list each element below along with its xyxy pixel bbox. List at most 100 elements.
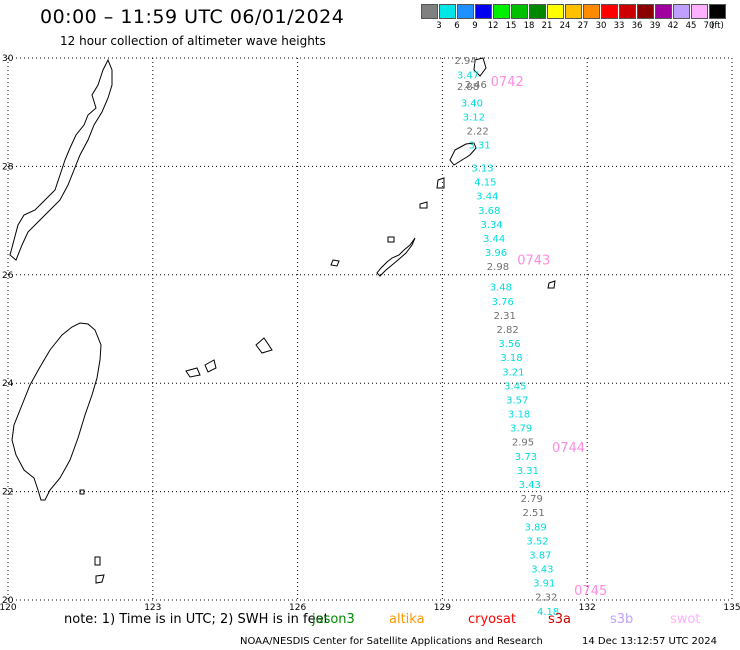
track-time-label: 0743 <box>517 254 550 269</box>
color-swatch-5 <box>511 4 528 19</box>
amami-island <box>449 142 477 166</box>
color-scale-tick-3: 12 <box>487 21 499 31</box>
satellite-altika: altika <box>389 612 425 627</box>
wave-height-value: 2.31 <box>494 311 516 322</box>
ryukyu-islet-5 <box>95 574 105 584</box>
page-title: 00:00 – 11:59 UTC 06/01/2024 <box>40 6 345 28</box>
satellite-cryosat: cryosat <box>468 612 516 627</box>
lon-tick-135: 135 <box>723 603 740 613</box>
color-scale-labels: 3 6 9 12 15 18 21 24 27 30 33 36 39 42 45 70 <box>421 21 718 31</box>
lat-lon-grid <box>7 57 733 601</box>
lon-tick-120: 120 <box>0 603 17 613</box>
wave-height-value: 2.94 <box>454 56 476 67</box>
wave-height-value: 3.48 <box>490 283 512 294</box>
color-scale-tick-15: 70 <box>703 21 715 31</box>
wave-height-value: 3.79 <box>510 424 532 435</box>
lon-tick-132: 132 <box>579 603 596 613</box>
generation-timestamp: 14 Dec 13:12:57 UTC 2024 <box>582 636 717 647</box>
wave-height-value: 3.96 <box>485 248 507 259</box>
color-swatch-9 <box>583 4 600 19</box>
wave-height-value: 2.46 <box>465 80 487 91</box>
ryukyu-islet-4 <box>94 556 101 566</box>
color-scale-tick-8: 27 <box>577 21 589 31</box>
lat-tick-22: 22 <box>2 488 13 498</box>
color-scale-bar <box>421 4 727 19</box>
page-subtitle: 12 hour collection of altimeter wave hei… <box>60 34 326 48</box>
wave-height-value: 3.52 <box>526 536 548 547</box>
track-time-label: 0744 <box>552 441 585 456</box>
color-scale-tick-7: 24 <box>559 21 571 31</box>
lat-tick-28: 28 <box>2 162 14 172</box>
wave-height-value: 3.47 <box>457 70 479 81</box>
wave-height-value: 2.79 <box>521 494 543 505</box>
wave-height-value: 3.43 <box>531 565 553 576</box>
satellite-s3b: s3b <box>610 612 634 627</box>
color-scale-tick-5: 18 <box>523 21 535 31</box>
color-scale-tick-9: 30 <box>595 21 607 31</box>
color-scale-tick-1: 6 <box>454 21 460 31</box>
track-time-labels: 0742 0743 0744 0745 <box>491 75 608 599</box>
lat-tick-26: 26 <box>2 271 14 281</box>
kyushu-coast <box>9 58 113 261</box>
wave-height-value: 3.89 <box>524 522 546 533</box>
wave-height-value: 3.87 <box>529 550 551 561</box>
iriomote-island <box>204 359 217 373</box>
ryukyu-islet-6 <box>79 489 85 495</box>
wave-height-value: 2.98 <box>487 262 509 273</box>
wave-height-value: 2.88 <box>457 82 479 93</box>
color-swatch-13 <box>655 4 672 19</box>
ishigaki-island <box>185 367 201 378</box>
lon-tick-123: 123 <box>144 603 161 613</box>
lat-tick-24: 24 <box>2 379 14 389</box>
color-swatch-15 <box>691 4 708 19</box>
wave-height-value: 3.44 <box>476 192 498 203</box>
wave-height-value: 3.12 <box>463 113 485 124</box>
okinoerabu <box>436 177 445 189</box>
wave-height-value: 3.73 <box>515 452 537 463</box>
kumejima <box>330 259 340 267</box>
wave-height-value: 3.31 <box>517 466 539 477</box>
wave-height-value: 2.95 <box>512 438 534 449</box>
wave-height-value: 3.43 <box>519 480 541 491</box>
wave-height-value: 2.51 <box>523 508 545 519</box>
color-swatch-10 <box>601 4 618 19</box>
color-swatch-1 <box>439 4 456 19</box>
wave-height-value: 2.32 <box>535 593 557 604</box>
color-swatch-4 <box>493 4 510 19</box>
units-note: note: 1) Time is in UTC; 2) SWH is in fe… <box>64 612 329 627</box>
ryukyu-islet-3 <box>547 280 556 289</box>
color-scale-tick-11: 36 <box>631 21 643 31</box>
color-swatch-11 <box>619 4 636 19</box>
tanegashima <box>473 57 487 77</box>
wave-height-value: 3.76 <box>492 297 514 308</box>
satellite-jason3: jason3 <box>312 612 355 627</box>
color-scale-unit: (ft) <box>711 21 724 31</box>
lat-tick-20: 20 <box>2 596 14 606</box>
ryukyu-islet-2 <box>387 236 395 243</box>
wave-height-value: 3.21 <box>502 367 524 378</box>
color-swatch-0 <box>421 4 438 19</box>
color-scale-tick-14: 45 <box>685 21 697 31</box>
color-swatch-7 <box>547 4 564 19</box>
wave-height-value: 3.45 <box>504 381 526 392</box>
ryukyu-islet-1 <box>419 201 428 209</box>
color-swatch-8 <box>565 4 582 19</box>
satellite-s3a: s3a <box>548 612 572 627</box>
satellite-swot: swot <box>670 612 701 627</box>
wave-height-value: 3.13 <box>471 163 493 174</box>
wave-height-value: 3.40 <box>461 98 483 109</box>
coastlines <box>9 57 556 584</box>
wave-height-value: 4.15 <box>474 178 496 189</box>
credit-text: NOAA/NESDIS Center for Satellite Applica… <box>240 636 543 647</box>
color-swatch-2 <box>457 4 474 19</box>
track-time-label: 0742 <box>491 75 524 90</box>
wave-height-value: 3.91 <box>533 579 555 590</box>
lat-tick-30: 30 <box>2 54 14 64</box>
wave-height-value: 3.56 <box>498 339 520 350</box>
observation-labels: 2.94 3.472.462.88 3.40 3.12 2.22 3.31 3.13 4.15… <box>454 56 559 618</box>
color-swatch-6 <box>529 4 546 19</box>
wave-height-value: 3.34 <box>481 220 503 231</box>
color-swatch-16 <box>709 4 726 19</box>
color-scale-tick-12: 39 <box>649 21 661 31</box>
